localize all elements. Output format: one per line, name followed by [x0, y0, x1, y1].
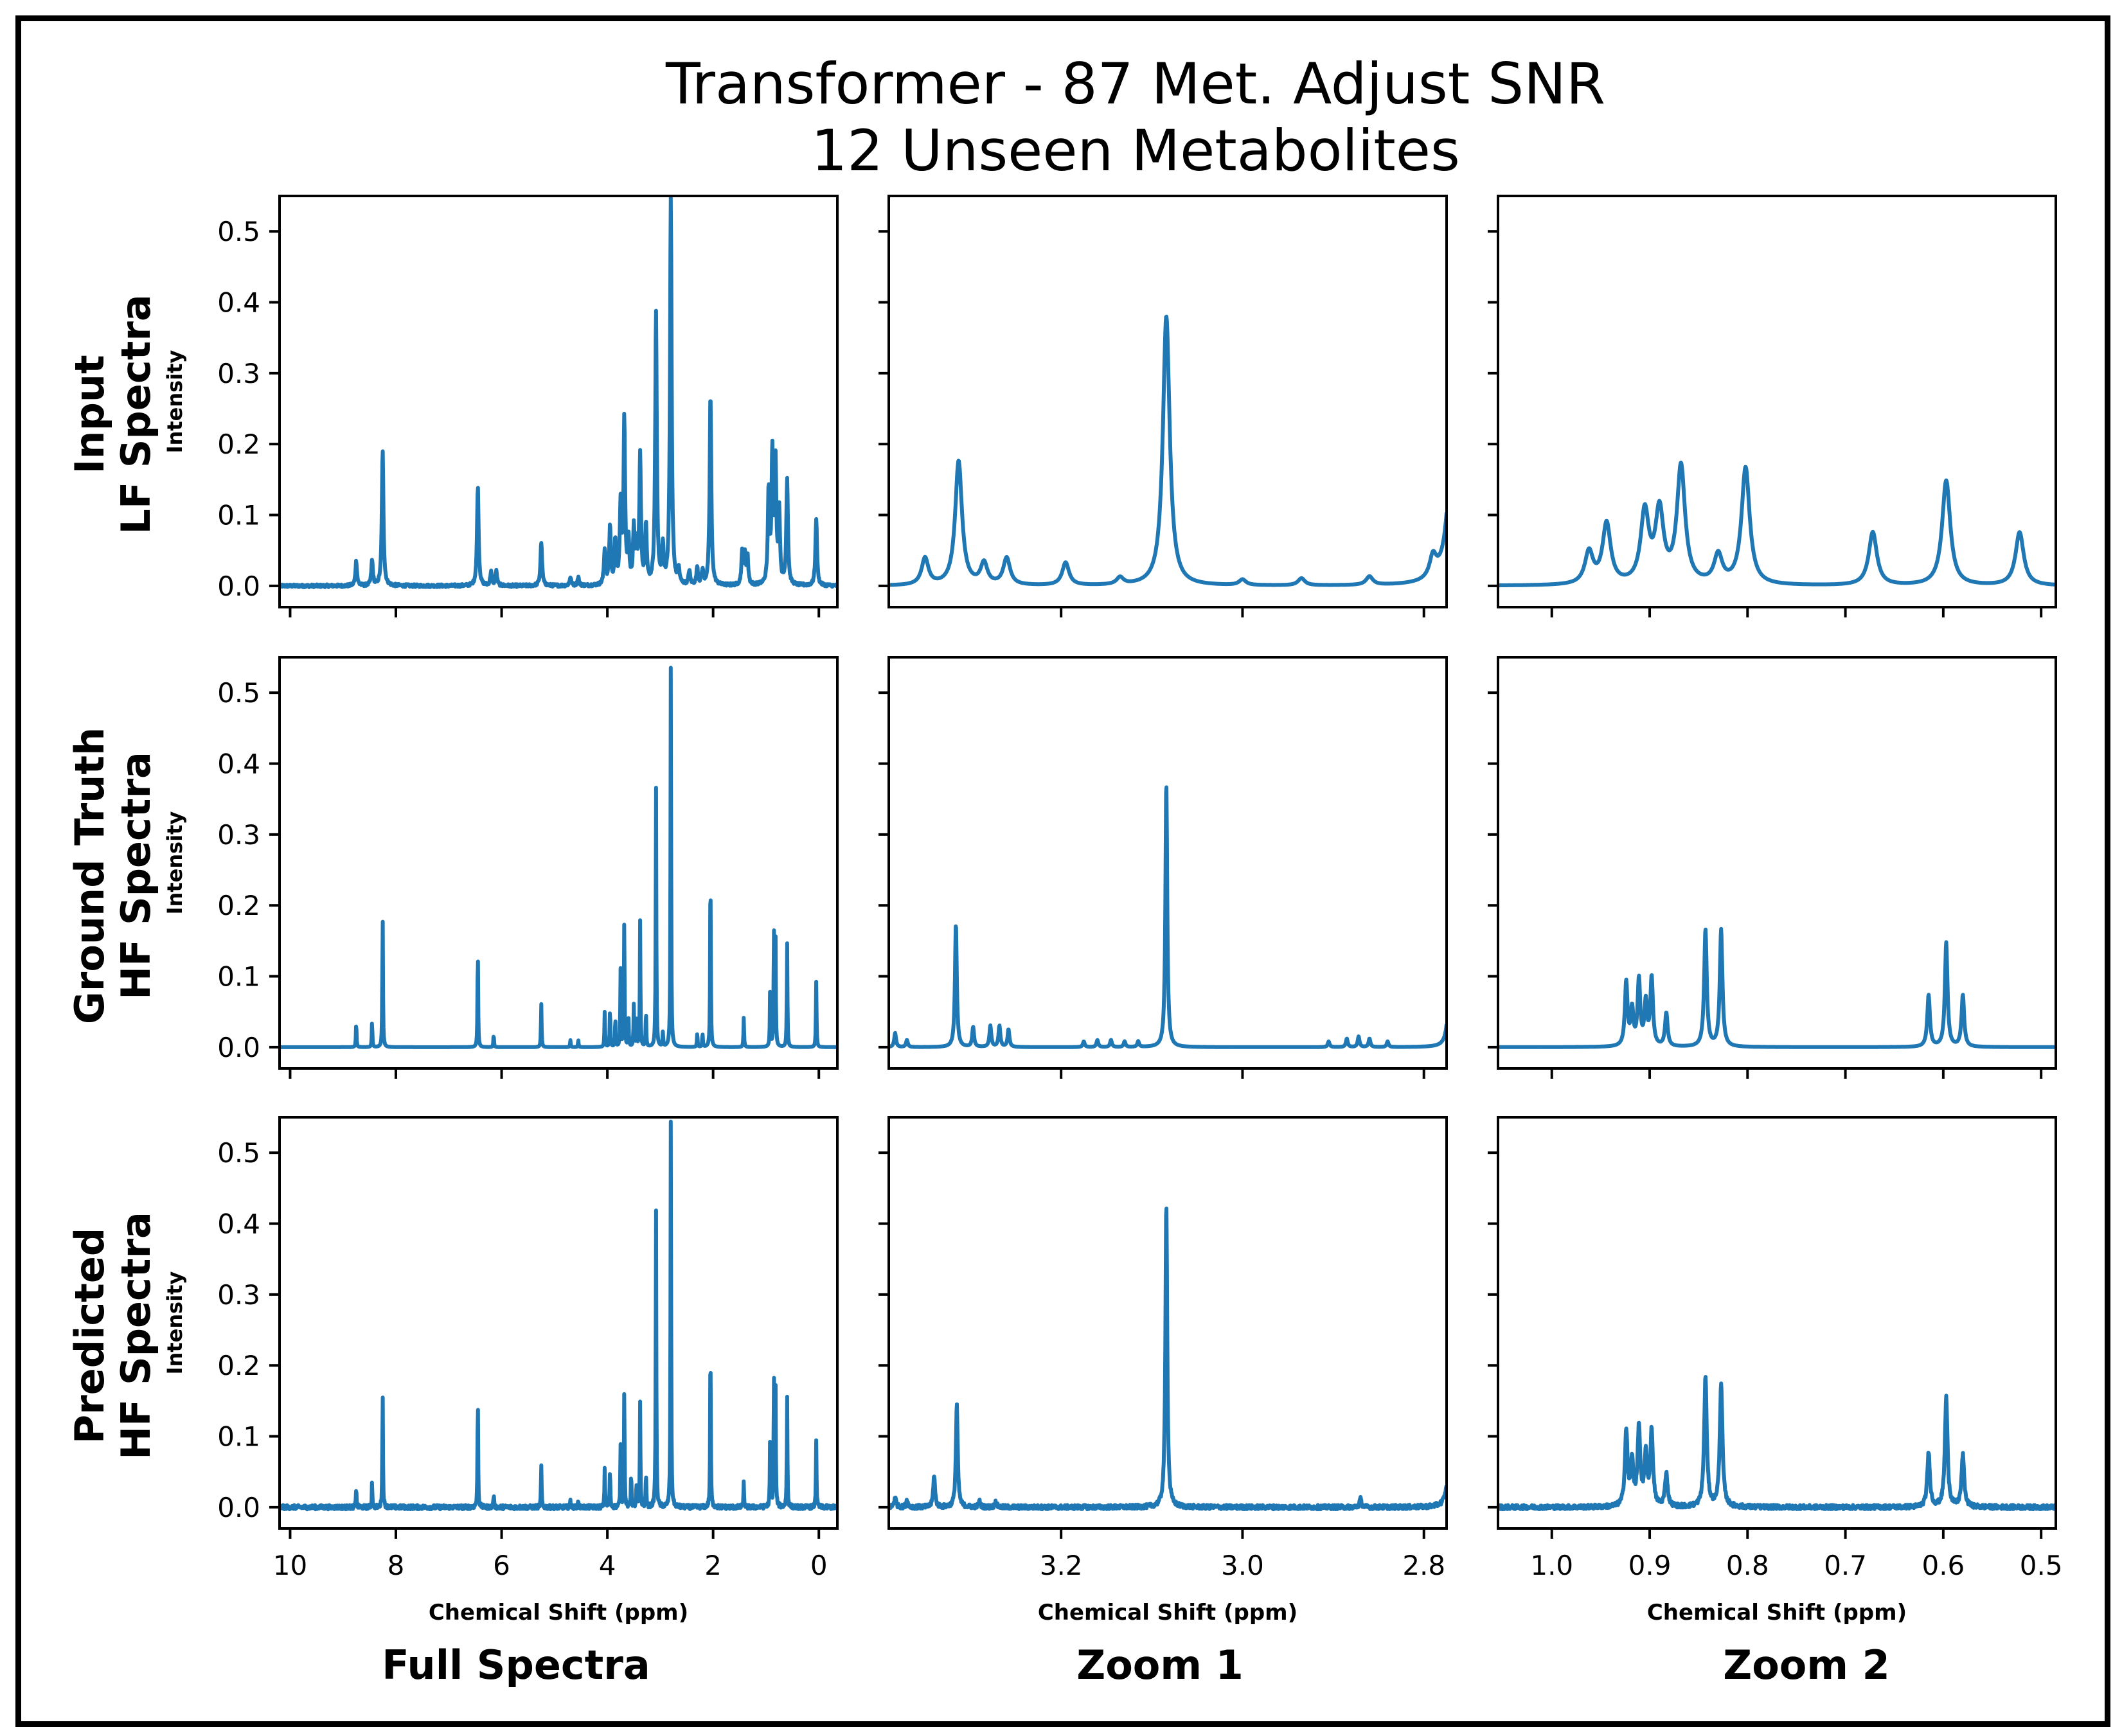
figure-frame: Transformer - 87 Met. Adjust SNR 12 Unse…	[15, 15, 2110, 1727]
y-axis-label: Intensity	[163, 811, 187, 915]
y-tick-label: 0.1	[217, 500, 260, 531]
column-label-zoom-2: Zoom 2	[1723, 1642, 1889, 1688]
x-axis-label: Chemical Shift (ppm)	[1647, 1600, 1907, 1625]
row-label-predicted-line2: HF Spectra	[112, 1212, 159, 1460]
panel-input-full: 0.0 0.1 0.2 0.3 0.4 0.5 Intensity	[163, 195, 839, 617]
axes-frame	[1497, 195, 2057, 608]
x-tick-label: 10	[273, 1550, 307, 1581]
x-tick-label: 4	[599, 1550, 616, 1581]
x-tick-label: 0.6	[1921, 1550, 1965, 1581]
x-tick-label: 0.9	[1628, 1550, 1672, 1581]
row-label-input-line2: LF Spectra	[112, 294, 159, 534]
panel-predicted-zoom1: 3.2 3.0 2.8 Chemical Shift (ppm)	[878, 1116, 1448, 1625]
y-tick-label: 0.1	[217, 961, 260, 993]
y-tick-label: 0.2	[217, 1350, 260, 1381]
y-axis-label: Intensity	[163, 350, 187, 454]
panel-ground-truth-zoom2	[1488, 656, 2057, 1079]
y-tick-label: 0.5	[217, 677, 260, 709]
x-tick-label: 0.7	[1824, 1550, 1867, 1581]
y-tick-label: 0.0	[217, 1032, 260, 1063]
x-axis-label: Chemical Shift (ppm)	[429, 1600, 688, 1625]
x-tick-label: 0.8	[1726, 1550, 1769, 1581]
y-tick-label: 0.5	[217, 216, 260, 247]
panel-ground-truth-full: 0.0 0.1 0.2 0.3 0.4 0.5 Intensity	[163, 656, 839, 1079]
x-tick-label: 6	[493, 1550, 510, 1581]
series-line-predicted-full	[280, 1119, 837, 1512]
y-tick-label: 0.5	[217, 1137, 260, 1169]
series-line-ground-truth-full	[280, 666, 837, 1049]
y-tick-label: 0.2	[217, 429, 260, 460]
y-tick-label: 0.0	[217, 571, 260, 602]
series-line-input-zoom2	[1498, 461, 2056, 588]
axes-frame	[278, 195, 839, 608]
x-tick-label: 3.2	[1040, 1550, 1083, 1581]
row-label-input-line1: Input	[66, 355, 113, 474]
x-tick-label: 0.5	[2020, 1550, 2063, 1581]
figure-title-line2: 12 Unseen Metabolites	[811, 118, 1460, 184]
axes-frame	[278, 656, 839, 1070]
y-tick-label: 0.0	[217, 1492, 260, 1523]
axes-frame	[887, 656, 1448, 1070]
panel-predicted-zoom2: 1.0 0.9 0.8 0.7 0.6 0.5 Chemical Shift (ppm)	[1488, 1116, 2063, 1625]
figure-title-line1: Transformer - 87 Met. Adjust SNR	[665, 51, 1605, 117]
series-line-input-zoom1	[889, 314, 1447, 587]
row-label-predicted-line1: Predicted	[66, 1228, 113, 1444]
y-tick-label: 0.3	[217, 819, 260, 851]
y-tick-label: 0.3	[217, 358, 260, 389]
x-tick-label: 3.0	[1221, 1550, 1264, 1581]
y-tick-label: 0.4	[217, 287, 260, 319]
row-label-ground-truth-line2: HF Spectra	[112, 752, 159, 1000]
y-tick-label: 0.4	[217, 1209, 260, 1240]
x-tick-label: 2	[704, 1550, 722, 1581]
x-tick-label: 0	[810, 1550, 828, 1581]
panel-predicted-full: 0.0 0.1 0.2 0.3 0.4 0.5 Intensity 10 8 6 4 2 0 Chemic…	[163, 1116, 839, 1625]
axes-frame	[278, 1116, 839, 1530]
axes-frame	[887, 195, 1448, 608]
panel-ground-truth-zoom1	[878, 656, 1448, 1079]
y-tick-label: 0.1	[217, 1421, 260, 1453]
figure-canvas: Transformer - 87 Met. Adjust SNR 12 Unse…	[66, 51, 2063, 1688]
axes-frame	[1497, 656, 2057, 1070]
x-axis-label: Chemical Shift (ppm)	[1038, 1600, 1297, 1625]
series-line-ground-truth-zoom1	[889, 785, 1447, 1049]
x-tick-label: 1.0	[1530, 1550, 1573, 1581]
x-tick-label: 8	[388, 1550, 405, 1581]
panel-input-zoom1	[878, 195, 1448, 617]
axes-frame	[1497, 1116, 2057, 1530]
series-line-predicted-zoom1	[889, 1207, 1447, 1512]
column-label-full-spectra: Full Spectra	[382, 1642, 650, 1688]
column-label-zoom-1: Zoom 1	[1076, 1642, 1243, 1688]
y-axis-label: Intensity	[163, 1271, 187, 1375]
panel-input-zoom2	[1488, 195, 2057, 617]
series-line-ground-truth-zoom2	[1498, 926, 2056, 1049]
y-tick-label: 0.4	[217, 748, 260, 780]
panel-grid: 0.00.10.20.30.40.5Intensity0.00.10.20.30…	[163, 195, 2063, 1625]
x-tick-label: 2.8	[1402, 1550, 1445, 1581]
series-line-predicted-zoom2	[1498, 1375, 2056, 1512]
row-label-ground-truth-line1: Ground Truth	[66, 727, 113, 1024]
y-tick-label: 0.3	[217, 1279, 260, 1311]
y-tick-label: 0.2	[217, 890, 260, 921]
axes-frame	[887, 1116, 1448, 1530]
series-line-input-full	[280, 196, 837, 589]
